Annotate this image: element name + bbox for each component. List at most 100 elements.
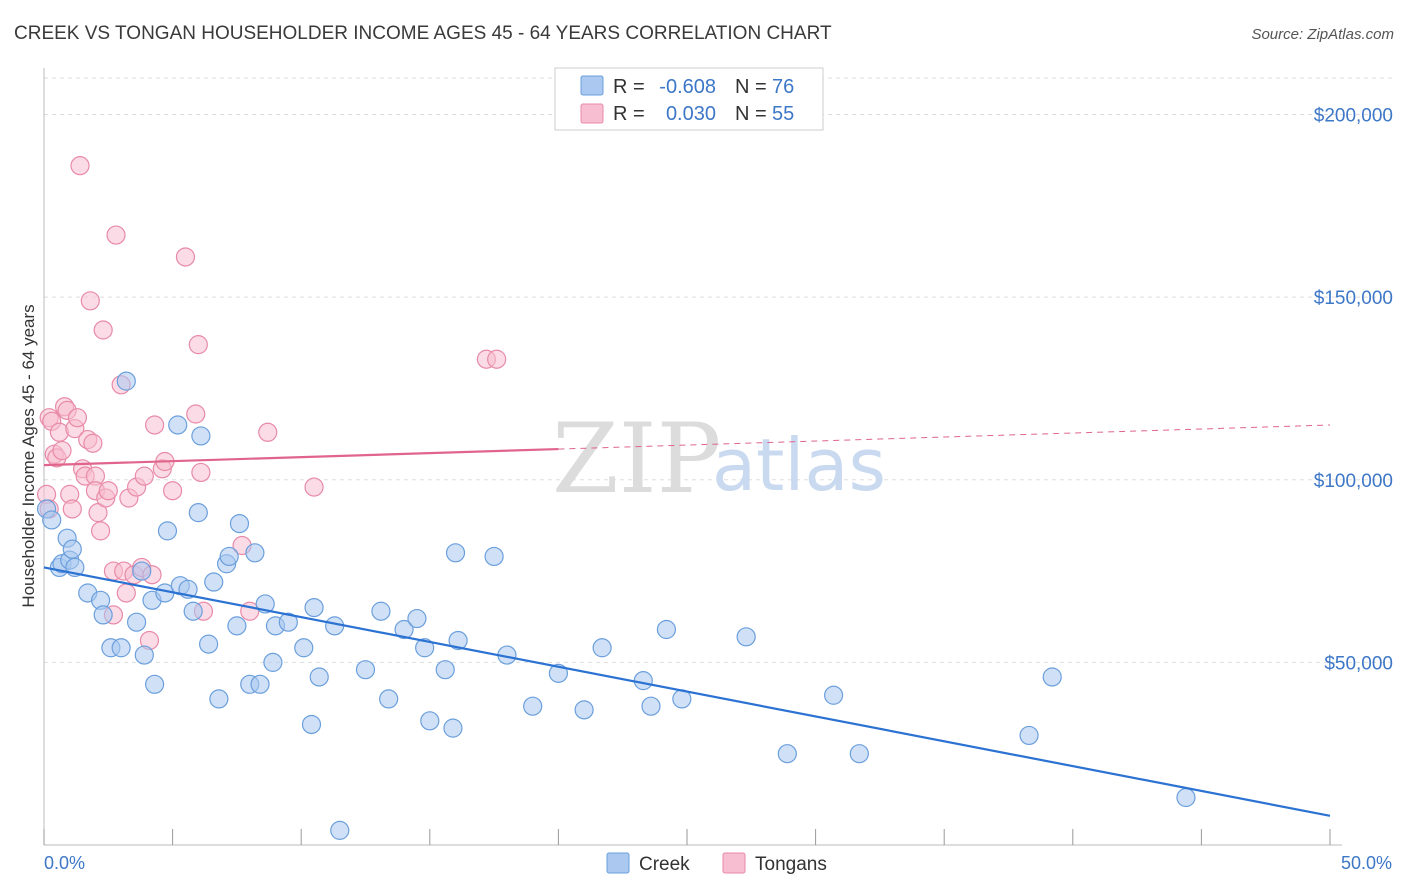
bottom-legend-swatch-tongans bbox=[722, 852, 746, 874]
legend-n-label-creek: N = bbox=[735, 76, 767, 98]
gridlines bbox=[44, 77, 1395, 663]
creek-point bbox=[134, 645, 154, 665]
bottom-legend-label-creek: Creek bbox=[639, 854, 690, 875]
legend-swatch-tongans bbox=[580, 103, 604, 124]
creek-point bbox=[183, 601, 203, 621]
tongans-point bbox=[186, 404, 206, 424]
y-tick-labels: $50,000 $100,000 $150,000 $200,000 bbox=[1314, 106, 1393, 675]
creek-point bbox=[523, 696, 543, 716]
creek-point bbox=[656, 619, 677, 640]
creek-point bbox=[188, 503, 208, 523]
tongans-point bbox=[191, 462, 211, 483]
creek-point bbox=[278, 612, 298, 632]
axes bbox=[43, 68, 1342, 846]
creek-point bbox=[229, 513, 250, 534]
tongans-point bbox=[144, 415, 165, 435]
creek-point bbox=[445, 543, 466, 563]
creek-point bbox=[641, 696, 661, 716]
creek-point bbox=[736, 627, 756, 647]
creek-point bbox=[415, 638, 435, 658]
y-tick-label: $200,000 bbox=[1314, 106, 1393, 127]
tongans-point bbox=[106, 225, 126, 245]
creek-point bbox=[62, 539, 82, 559]
creek-point bbox=[443, 718, 463, 738]
tongans-point bbox=[487, 349, 507, 369]
tongans-point bbox=[70, 156, 90, 176]
creek-point bbox=[144, 674, 165, 694]
creek-point bbox=[548, 663, 569, 683]
creek-point bbox=[330, 820, 350, 840]
watermark-zip: ZIP bbox=[552, 403, 721, 515]
watermark: ZIP atlas bbox=[552, 403, 886, 515]
creek-point bbox=[309, 667, 329, 687]
tongans-point bbox=[116, 583, 136, 603]
chart-title: CREEK VS TONGAN HOUSEHOLDER INCOME AGES … bbox=[14, 23, 832, 44]
tongans-point bbox=[67, 408, 88, 428]
legend-n-value-creek: 76 bbox=[772, 76, 794, 98]
creek-point bbox=[777, 744, 797, 764]
creek-point bbox=[435, 660, 455, 680]
legend-r-value-creek: -0.608 bbox=[659, 76, 716, 98]
watermark-atlas: atlas bbox=[712, 423, 886, 507]
trend-lines bbox=[43, 424, 1331, 817]
creek-point bbox=[157, 521, 178, 541]
creek-point bbox=[116, 371, 136, 391]
creek-point bbox=[209, 689, 229, 709]
tongans-point bbox=[52, 440, 72, 461]
tongans-point bbox=[304, 477, 324, 497]
tongans-point bbox=[80, 291, 100, 311]
creek-point bbox=[1042, 667, 1062, 687]
creek-point bbox=[42, 510, 62, 530]
creek-point bbox=[592, 638, 612, 658]
creek-point bbox=[371, 601, 391, 621]
creek-point bbox=[199, 634, 219, 654]
creek-point bbox=[633, 671, 653, 691]
tongans-point bbox=[93, 320, 113, 340]
creek-point bbox=[448, 630, 468, 651]
creek-point bbox=[250, 674, 270, 694]
tongans-point bbox=[134, 466, 154, 486]
creek-point bbox=[379, 689, 399, 709]
source-credit: Source: ZipAtlas.com bbox=[1251, 26, 1394, 43]
y-tick-label: $150,000 bbox=[1314, 288, 1393, 309]
bottom-legend-label-tongans: Tongans bbox=[755, 854, 827, 875]
tongans-point bbox=[62, 499, 82, 519]
tongans-trend-extension bbox=[558, 424, 1331, 450]
y-axis-label: Householder Income Ages 45 - 64 years bbox=[19, 304, 38, 607]
legend-n-label-tongans: N = bbox=[735, 103, 767, 125]
legend-top: R = -0.608 N = 76 R = 0.030 N = 55 bbox=[554, 67, 824, 131]
tongans-point bbox=[90, 521, 111, 541]
creek-point bbox=[394, 619, 414, 640]
creek-point bbox=[824, 685, 844, 705]
tongans-trend-line bbox=[43, 447, 559, 467]
creek-point bbox=[294, 638, 314, 658]
legend-r-label-tongans: R = bbox=[613, 103, 645, 125]
y-tick-label: $100,000 bbox=[1314, 471, 1393, 492]
creek-point bbox=[355, 660, 376, 680]
creek-trend-line bbox=[43, 566, 1331, 817]
creek-point bbox=[204, 572, 224, 592]
creek-points bbox=[36, 371, 1196, 840]
creek-point bbox=[111, 638, 131, 658]
creek-point bbox=[168, 415, 188, 435]
tongans-point bbox=[188, 335, 208, 355]
creek-point bbox=[126, 612, 147, 632]
x-tick-label-max: 50.0% bbox=[1341, 853, 1392, 873]
creek-point bbox=[420, 711, 440, 731]
tongans-point bbox=[258, 422, 278, 442]
bottom-legend-swatch-creek bbox=[606, 852, 630, 874]
y-tick-label: $50,000 bbox=[1324, 653, 1393, 674]
creek-point bbox=[132, 561, 152, 581]
creek-point bbox=[301, 714, 322, 735]
tongans-point bbox=[98, 481, 118, 501]
creek-point bbox=[263, 652, 283, 672]
creek-point bbox=[227, 616, 247, 636]
creek-point bbox=[484, 546, 504, 567]
legend-bottom: Creek Tongans bbox=[606, 852, 827, 875]
creek-point bbox=[849, 744, 869, 764]
creek-point bbox=[93, 605, 113, 625]
x-tick-label-min: 0.0% bbox=[44, 853, 85, 873]
creek-point bbox=[407, 608, 427, 629]
creek-point bbox=[191, 426, 211, 446]
